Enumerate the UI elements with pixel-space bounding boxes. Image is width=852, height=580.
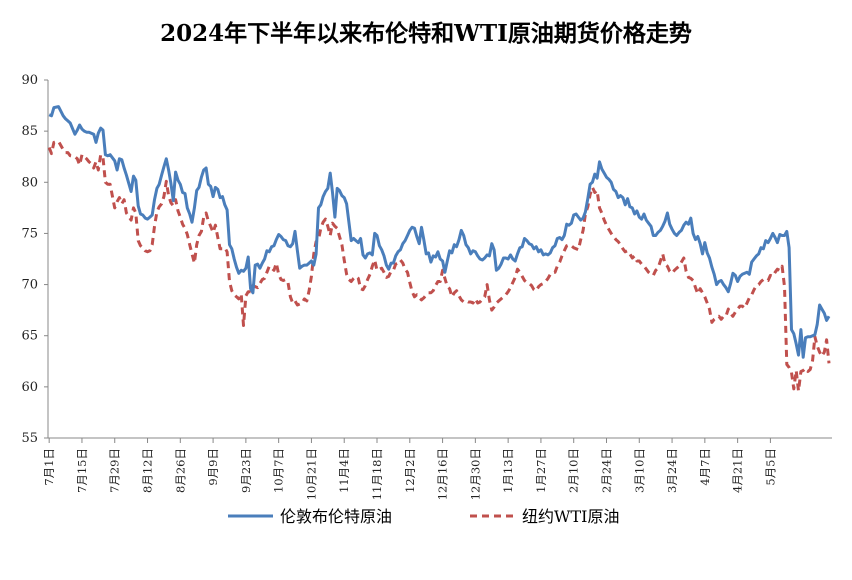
series-layer (47, 105, 831, 393)
y-tick-label: 90 (21, 73, 38, 88)
x-tick-label: 10月7日 (272, 448, 286, 493)
x-tick-label: 1月27日 (534, 448, 548, 493)
x-tick-label: 1月13日 (501, 448, 515, 493)
x-tick-label: 8月26日 (173, 448, 187, 493)
x-tick-label: 3月24日 (665, 448, 679, 493)
x-tick-label: 10月21日 (304, 448, 318, 500)
x-tick-label: 7月1日 (42, 448, 56, 486)
x-tick-label: 3月10日 (632, 448, 646, 493)
x-tick-label: 9月9日 (206, 448, 220, 486)
legend-label-brent: 伦敦布伦特原油 (280, 507, 392, 526)
x-tick-label: 11月18日 (370, 448, 384, 500)
axes (47, 80, 832, 439)
y-axis-ticks: 55 60 65 70 75 80 85 90 (21, 73, 48, 446)
x-axis-ticks: 7月1日 7月15日 7月29日 8月12日 8月26日 9月9日 9月23日 10月7日 10… (42, 438, 777, 500)
y-tick-label: 60 (21, 380, 38, 395)
legend-label-wti: 纽约WTI原油 (522, 507, 619, 526)
x-tick-label: 2月10日 (567, 448, 581, 493)
x-tick-label: 7月15日 (75, 448, 89, 493)
x-tick-label: 8月12日 (141, 448, 155, 493)
x-tick-label: 11月4日 (337, 448, 351, 493)
legend: 伦敦布伦特原油 纽约WTI原油 (228, 507, 619, 526)
x-tick-label: 12月16日 (436, 448, 450, 500)
x-tick-label: 5月5日 (763, 448, 777, 486)
series-line-brent (48, 105, 831, 359)
x-tick-label: 4月7日 (698, 448, 712, 486)
chart-title: 2024年下半年以来布伦特和WTI原油期货价格走势 (160, 20, 692, 47)
x-tick-label: 2月24日 (599, 448, 613, 493)
y-tick-label: 85 (21, 124, 38, 139)
x-tick-label: 12月2日 (403, 448, 417, 493)
y-tick-label: 75 (21, 226, 38, 241)
y-tick-label: 80 (21, 175, 38, 190)
x-tick-label: 9月23日 (239, 448, 253, 493)
x-tick-label: 12月30日 (468, 448, 482, 500)
y-tick-label: 70 (21, 278, 38, 293)
y-tick-label: 65 (21, 329, 38, 344)
y-tick-label: 55 (21, 431, 38, 446)
x-tick-label: 7月29日 (108, 448, 122, 493)
series-line-wti (47, 139, 831, 393)
x-tick-label: 4月21日 (731, 448, 745, 493)
